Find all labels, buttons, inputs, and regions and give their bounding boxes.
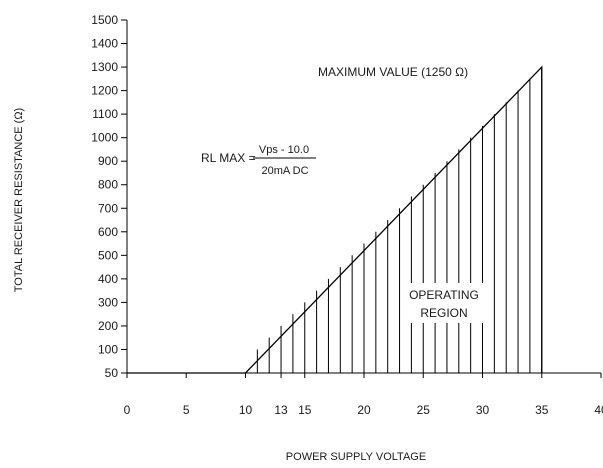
x-tick-label-10: 10 [239, 403, 253, 417]
formula-numerator: Vps - 10.0 [259, 144, 309, 156]
x-tick-label-25: 25 [417, 403, 431, 417]
y-tick-label-1500: 1500 [91, 13, 118, 27]
y-tick-label-600: 600 [98, 225, 118, 239]
y-tick-label-300: 300 [98, 295, 118, 309]
y-tick-label-50: 50 [105, 366, 119, 380]
y-tick-label-1300: 1300 [91, 60, 118, 74]
operating-region-label-background [401, 283, 487, 323]
x-tick-label-13: 13 [274, 403, 288, 417]
y-tick-label-500: 500 [98, 248, 118, 262]
formula-denominator: 20mA DC [261, 165, 308, 177]
y-tick-label-700: 700 [98, 201, 118, 215]
y-tick-label-900: 900 [98, 154, 118, 168]
x-tick-label-0: 0 [124, 403, 131, 417]
maximum-value-label: MAXIMUM VALUE (1250 Ω) [318, 65, 468, 79]
y-tick-label-1200: 1200 [91, 84, 118, 98]
x-axis-ticks: 0 5 10 13 15 20 25 30 35 40 [124, 373, 603, 417]
y-tick-label-1400: 1400 [91, 37, 118, 51]
x-tick-label-35: 35 [535, 403, 549, 417]
x-tick-label-40: 40 [594, 403, 603, 417]
resistance-limit-line [127, 65, 543, 374]
operating-region-label-line2: REGION [420, 306, 467, 320]
y-tick-label-800: 800 [98, 178, 118, 192]
y-tick-label-200: 200 [98, 319, 118, 333]
y-axis-title: TOTAL RECEIVER RESISTANCE (Ω) [13, 108, 25, 292]
x-tick-label-5: 5 [183, 403, 190, 417]
formula-left: RL MAX = [201, 151, 256, 165]
x-axis-title: POWER SUPPLY VOLTAGE [286, 451, 426, 463]
operating-region-label-line1: OPERATING [409, 288, 479, 302]
y-axis-ticks: 50 100 200 300 400 500 600 700 800 900 1000 1100 120… [91, 13, 127, 380]
y-tick-label-400: 400 [98, 272, 118, 286]
x-tick-label-30: 30 [476, 403, 490, 417]
y-tick-label-100: 100 [98, 342, 118, 356]
y-tick-label-1000: 1000 [91, 131, 118, 145]
x-tick-label-20: 20 [357, 403, 371, 417]
y-tick-label-1100: 1100 [92, 107, 118, 121]
series-layer [127, 65, 543, 374]
x-tick-label-15: 15 [298, 403, 312, 417]
